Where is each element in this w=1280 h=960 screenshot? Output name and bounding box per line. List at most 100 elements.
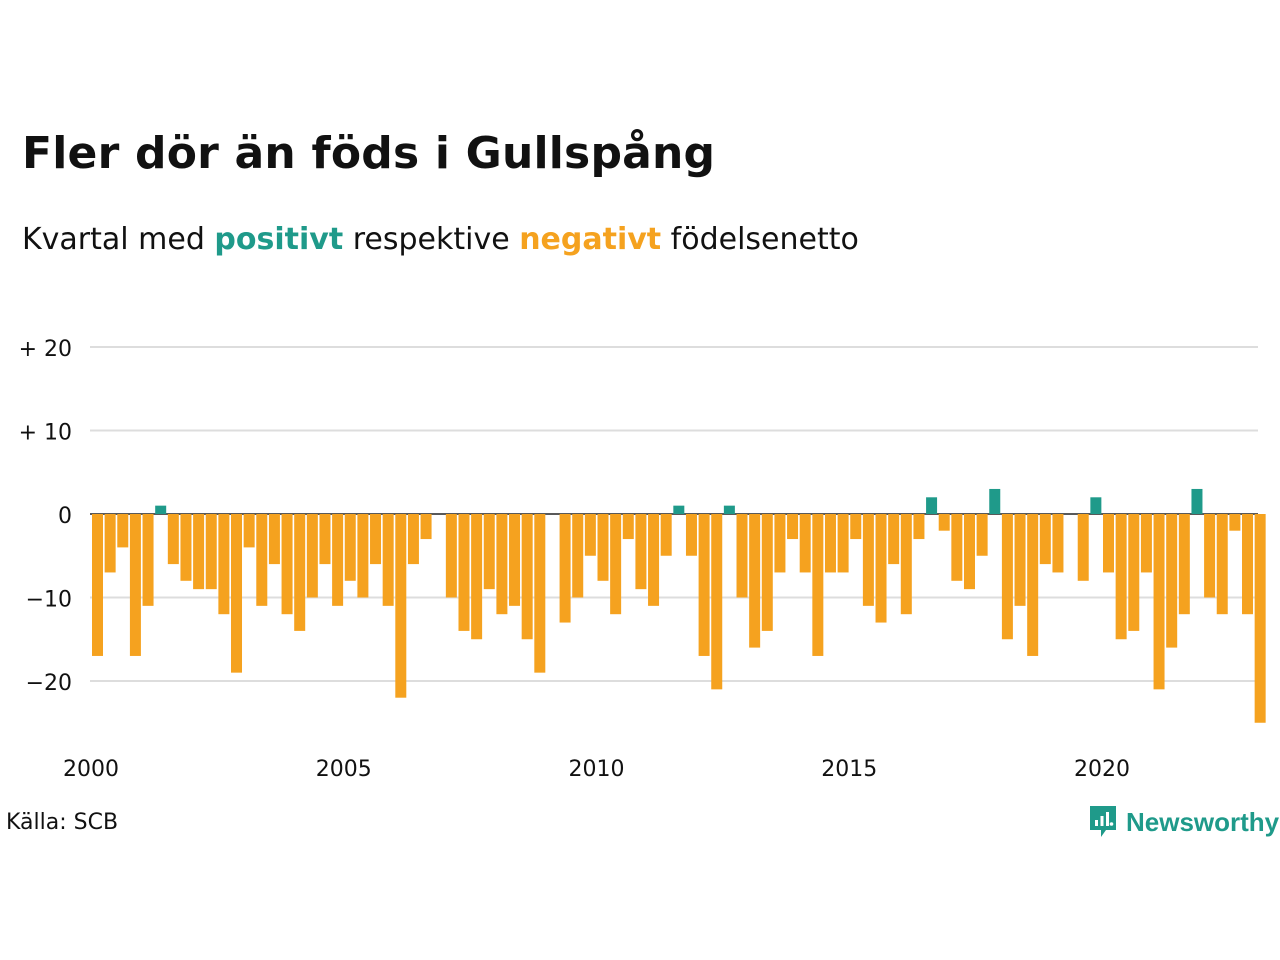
bar (180, 514, 192, 581)
bar (787, 514, 799, 540)
bar (559, 514, 571, 623)
bar (723, 505, 735, 514)
bar (92, 514, 103, 656)
bar (749, 514, 761, 648)
subtitle-suffix: födelsenetto (661, 222, 859, 257)
bar (117, 514, 129, 548)
bar-chart: + 20 + 10 0 −10 −20 2000 2005 2010 2015 2020 (19, 337, 1266, 782)
bar (926, 497, 938, 514)
y-tick-label: −10 (26, 588, 72, 613)
bar (635, 514, 647, 590)
bar (1140, 514, 1152, 573)
bar (900, 514, 912, 615)
bar (1103, 514, 1114, 573)
label-layer: + 20 + 10 0 −10 −20 2000 2005 2010 2015 2020 (19, 337, 1130, 782)
bar (711, 514, 723, 690)
bar (761, 514, 773, 631)
bar (1027, 514, 1039, 656)
bar (698, 514, 710, 656)
bar (736, 514, 748, 598)
bar (534, 514, 546, 673)
bar (597, 514, 609, 581)
bar (1178, 514, 1190, 615)
bar (155, 505, 167, 514)
x-tick-label: 2005 (316, 757, 372, 782)
bar (458, 514, 470, 631)
x-tick-label: 2010 (569, 757, 625, 782)
bar (268, 514, 280, 565)
bar (1077, 514, 1089, 581)
y-tick-label: 0 (58, 504, 72, 529)
bar (1128, 514, 1140, 631)
bar (420, 514, 432, 540)
bar (1216, 514, 1228, 615)
bar-layer (92, 488, 1266, 723)
bar (1254, 514, 1266, 723)
x-tick-label: 2000 (63, 757, 119, 782)
source-note: Källa: SCB (6, 810, 119, 835)
bar (1166, 514, 1178, 648)
bar (584, 514, 596, 556)
bar (167, 514, 179, 565)
bar (1115, 514, 1127, 640)
bar (913, 514, 925, 540)
bar (1153, 514, 1165, 690)
bar (963, 514, 975, 590)
bar (382, 514, 394, 606)
bar (850, 514, 862, 540)
bar (332, 514, 344, 606)
bar (1001, 514, 1013, 640)
bar (1191, 488, 1203, 514)
bar (231, 514, 243, 673)
bar (306, 514, 318, 598)
newsworthy-logo: Newsworthy (1088, 804, 1279, 840)
bar (875, 514, 887, 623)
bar (129, 514, 141, 656)
bar (1242, 514, 1254, 615)
bar (610, 514, 622, 615)
bar (193, 514, 205, 590)
bar (357, 514, 369, 598)
bar (319, 514, 331, 565)
subtitle-positive-word: positivt (214, 222, 344, 257)
bar (1039, 514, 1051, 565)
y-tick-label: −20 (26, 671, 72, 696)
subtitle-middle: respektive (343, 222, 520, 257)
y-tick-label: + 10 (19, 421, 72, 446)
bar (243, 514, 255, 548)
bar (1014, 514, 1026, 606)
subtitle-negative-word: negativt (519, 222, 662, 257)
chart-title: Fler dör än föds i Gullspång (22, 128, 716, 179)
bar (395, 514, 407, 698)
bar (205, 514, 217, 590)
bar (218, 514, 230, 615)
bar (370, 514, 382, 565)
bar (471, 514, 483, 640)
bar (572, 514, 584, 598)
bar (622, 514, 634, 540)
bar (1090, 497, 1102, 514)
bar (660, 514, 672, 556)
bar (799, 514, 811, 573)
bar (281, 514, 293, 615)
bar (496, 514, 508, 615)
bar (445, 514, 457, 598)
bar (976, 514, 988, 556)
bar (483, 514, 495, 590)
bar (521, 514, 533, 640)
bar (673, 505, 685, 514)
bar (812, 514, 824, 656)
bar (1052, 514, 1064, 573)
bar (294, 514, 306, 631)
bar (142, 514, 154, 606)
bar (989, 488, 1001, 514)
newsworthy-logo-icon (1090, 806, 1116, 837)
bar (862, 514, 874, 606)
bar (648, 514, 660, 606)
bar (837, 514, 849, 573)
bar (938, 514, 950, 531)
y-tick-label: + 20 (19, 337, 72, 362)
x-tick-label: 2020 (1074, 757, 1130, 782)
bar (509, 514, 521, 606)
bar (1204, 514, 1216, 598)
